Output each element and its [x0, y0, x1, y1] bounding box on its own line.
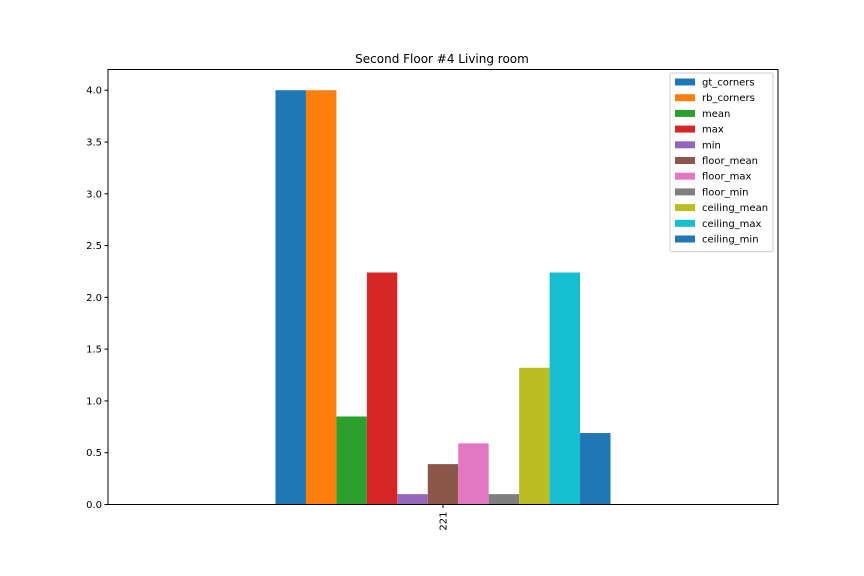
y-tick-label: 1.5 [86, 345, 102, 356]
bar-gt-corners [275, 90, 306, 505]
y-tick-label: 2.0 [86, 293, 102, 304]
y-axis: 0.0 0.5 1.0 1.5 2.0 2.5 3.0 3.5 4.0 [86, 86, 108, 511]
legend-swatch-floor-min [675, 188, 695, 196]
bar-mean [336, 416, 367, 505]
legend-frame [669, 72, 774, 253]
bar-ceiling-max [549, 272, 581, 505]
legend-label-min: min [702, 140, 721, 151]
legend-label-mean: mean [702, 109, 730, 120]
legend-label-max: max [702, 125, 724, 136]
legend-label-floor-max: floor_max [702, 172, 752, 183]
y-tick-label: 4.0 [86, 86, 102, 97]
x-tick-label: 221 [439, 512, 450, 531]
y-tick-label: 2.5 [86, 241, 102, 252]
y-tick-label: 0.5 [86, 448, 102, 459]
legend-swatch-max [675, 125, 695, 133]
bar-ceiling-min [580, 433, 611, 505]
legend-label-gt-corners: gt_corners [702, 78, 755, 89]
legend-label-floor-mean: floor_mean [702, 156, 758, 167]
y-tick-label: 1.0 [86, 396, 102, 407]
y-tick-label: 3.5 [86, 138, 102, 149]
bar-rb-corners [305, 90, 337, 505]
bar-floor-min [488, 494, 520, 505]
legend-label-ceiling-mean: ceiling_mean [702, 203, 768, 214]
legend-label-ceiling-max: ceiling_max [702, 219, 762, 230]
legend-swatch-gt-corners [675, 78, 695, 86]
bar-max [366, 272, 398, 505]
legend-swatch-mean [675, 109, 695, 117]
bar-floor-max [458, 443, 489, 505]
legend-swatch-rb-corners [675, 94, 695, 102]
y-tick-label: 0.0 [86, 500, 102, 511]
legend-label-ceiling-min: ceiling_min [702, 235, 759, 246]
x-axis: 221 [439, 504, 450, 531]
legend-swatch-floor-max [675, 172, 695, 180]
legend-swatch-ceiling-max [675, 219, 695, 227]
bars-group [275, 90, 611, 505]
chart-title: Second Floor #4 Living room [355, 52, 529, 66]
bar-min [397, 494, 428, 505]
legend-swatch-ceiling-min [675, 235, 695, 243]
bar-floor-mean [427, 464, 459, 505]
legend-swatch-ceiling-mean [675, 204, 695, 212]
bar-ceiling-mean [519, 367, 550, 505]
legend-label-rb-corners: rb_corners [702, 93, 755, 104]
legend-swatch-min [675, 141, 695, 149]
y-tick-label: 3.0 [86, 189, 102, 200]
legend-swatch-floor-mean [675, 157, 695, 164]
legend-label-floor-min: floor_min [702, 187, 749, 198]
